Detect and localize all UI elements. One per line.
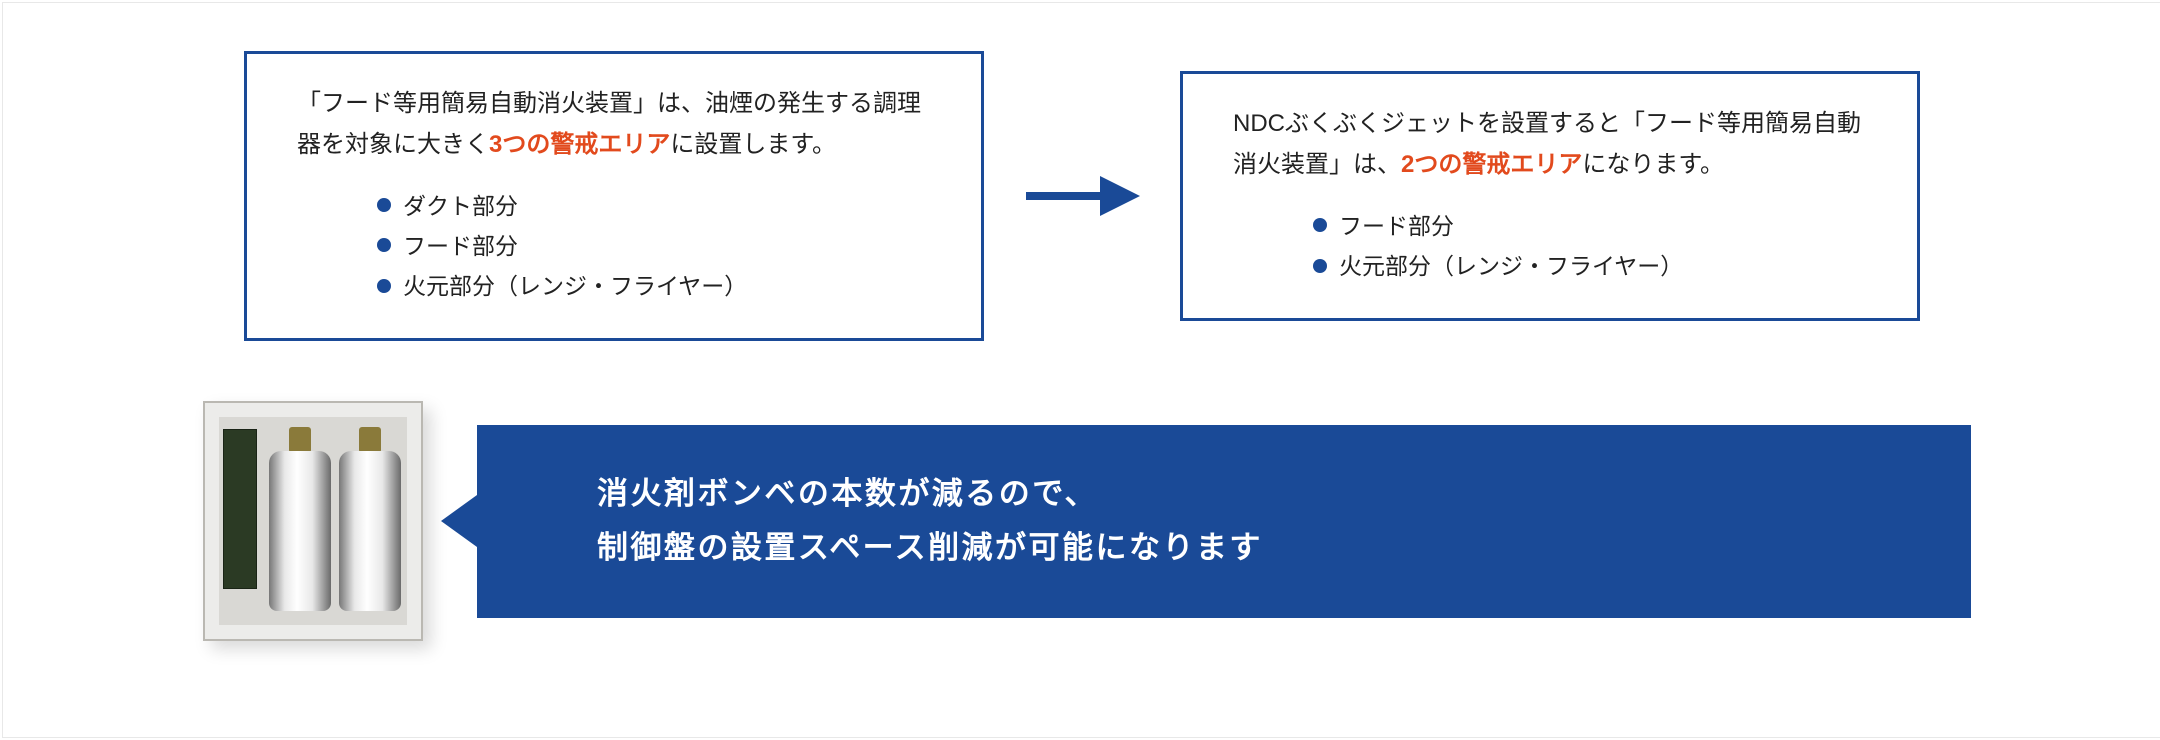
before-bullets: ダクト部分 フード部分 火元部分（レンジ・フライヤー）	[377, 186, 941, 307]
before-heading-post: に設置します。	[670, 131, 836, 158]
cylinder-icon	[269, 451, 331, 611]
arrow-icon	[1022, 166, 1142, 226]
after-heading-highlight: 2つの警戒エリア	[1401, 151, 1582, 178]
valve-icon	[359, 427, 381, 453]
result-row: 消火剤ボンベの本数が減るので、 制御盤の設置スペース削減が可能になります	[203, 401, 1981, 641]
comparison-row: 「フード等用簡易自動消火装置」は、油煙の発生する調理器を対象に大きく3つの警戒エ…	[183, 51, 1981, 341]
product-image	[203, 401, 423, 641]
banner-line-2: 制御盤の設置スペース削減が可能になります	[597, 530, 1263, 565]
after-bullet-1: フード部分	[1313, 206, 1877, 246]
after-heading: NDCぶくぶくジェットを設置すると「フード等用簡易自動消火装置」は、2つの警戒エ…	[1233, 104, 1877, 186]
pcb-icon	[223, 429, 257, 589]
speech-pointer-icon	[441, 495, 477, 547]
after-bullet-2: 火元部分（レンジ・フライヤー）	[1313, 246, 1877, 286]
before-box: 「フード等用簡易自動消火装置」は、油煙の発生する調理器を対象に大きく3つの警戒エ…	[244, 51, 984, 341]
after-box: NDCぶくぶくジェットを設置すると「フード等用簡易自動消火装置」は、2つの警戒エ…	[1180, 71, 1920, 321]
before-bullet-3: 火元部分（レンジ・フライヤー）	[377, 266, 941, 306]
after-heading-post: になります。	[1582, 151, 1724, 178]
diagram-container: 「フード等用簡易自動消火装置」は、油煙の発生する調理器を対象に大きく3つの警戒エ…	[2, 2, 2160, 738]
before-bullet-1: ダクト部分	[377, 186, 941, 226]
valve-icon	[289, 427, 311, 453]
after-bullets: フード部分 火元部分（レンジ・フライヤー）	[1313, 206, 1877, 287]
cylinder-icon	[339, 451, 401, 611]
before-heading-highlight: 3つの警戒エリア	[489, 131, 670, 158]
result-banner: 消火剤ボンベの本数が減るので、 制御盤の設置スペース削減が可能になります	[477, 425, 1971, 618]
before-bullet-2: フード部分	[377, 226, 941, 266]
banner-line-1: 消火剤ボンベの本数が減るので、	[597, 476, 1098, 511]
before-heading: 「フード等用簡易自動消火装置」は、油煙の発生する調理器を対象に大きく3つの警戒エ…	[297, 84, 941, 166]
